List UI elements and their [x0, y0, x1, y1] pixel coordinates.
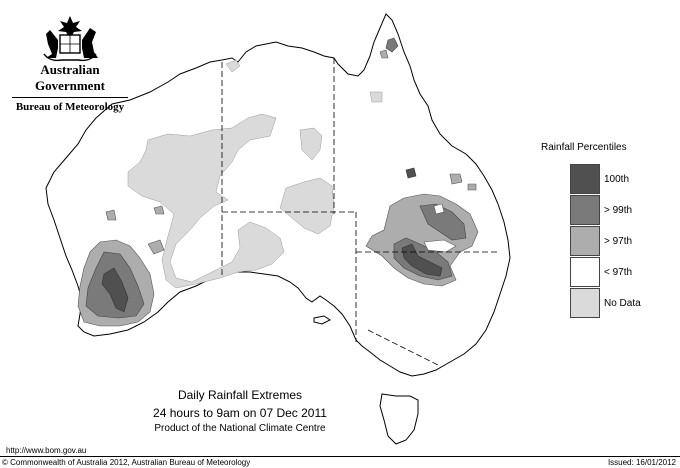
legend-swatch: [570, 288, 600, 318]
legend-swatch: [570, 164, 600, 194]
legend-swatch: [570, 195, 600, 225]
qld-white-gap-2: [423, 239, 457, 253]
no-data-region-nw: [225, 59, 241, 73]
header-divider: [12, 97, 128, 98]
footer-bar: © Commonwealth of Australia 2012, Austra…: [0, 456, 680, 468]
issued-date: Issued: 16/01/2012: [607, 458, 676, 467]
legend-swatch: [570, 257, 600, 287]
sw-wa-97th-small: [147, 239, 165, 255]
australia-mainland: [45, 13, 511, 377]
wa-97th-patch-2: [153, 205, 165, 215]
sw-wa-100th: [101, 267, 129, 313]
map-title: Daily Rainfall Extremes: [177, 388, 303, 402]
government-header: Australian Government Bureau of Meteorol…: [8, 8, 132, 113]
legend-swatch: [570, 226, 600, 256]
legend-title: Rainfall Percentiles: [541, 142, 627, 153]
legend-label: > 99th: [604, 205, 633, 216]
government-title: Australian Government: [34, 62, 106, 93]
legend-label: 100th: [604, 174, 630, 185]
map-product: Product of the National Climate Centre: [154, 423, 326, 434]
kangaroo-island: [313, 315, 331, 325]
no-data-region: [127, 113, 285, 289]
no-data-region-ne: [369, 91, 383, 103]
qld-100th-dot: [405, 167, 417, 179]
qld-97th-dot: [449, 173, 463, 185]
state-borders: [221, 58, 500, 367]
cape-york-97th: [379, 49, 389, 59]
wa-97th-patch: [105, 209, 117, 221]
legend-label: No Data: [604, 298, 641, 309]
no-data-region-central: [299, 127, 323, 161]
map-period: 24 hours to 9am on 07 Dec 2011: [153, 406, 327, 420]
coat-of-arms-icon: [43, 16, 98, 62]
legend-label: > 97th: [604, 236, 633, 247]
copyright-text: © Commonwealth of Australia 2012, Austra…: [2, 458, 251, 467]
tasmania: [379, 393, 419, 445]
website-link[interactable]: http://www.bom.gov.au: [6, 446, 87, 455]
no-data-region-east: [279, 177, 335, 235]
bureau-title: Bureau of Meteorology: [15, 101, 125, 113]
legend-label: < 97th: [604, 267, 633, 278]
cape-york-99th: [385, 37, 399, 53]
qld-white-gap: [433, 203, 445, 215]
qld-97th-dot-2: [467, 183, 477, 191]
